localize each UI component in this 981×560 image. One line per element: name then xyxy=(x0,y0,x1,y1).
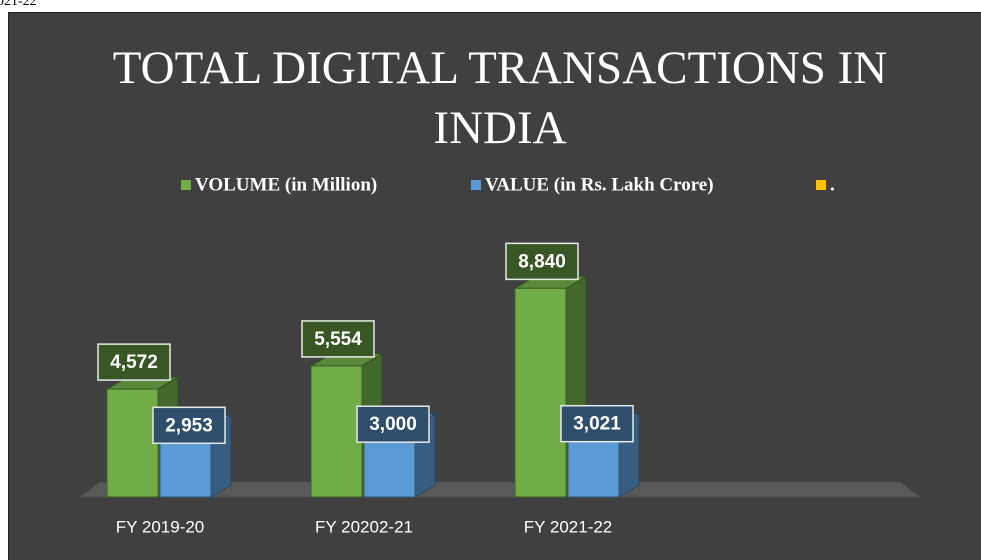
data-label-box xyxy=(97,343,171,381)
x-tick-label: FY 20202-21 xyxy=(315,517,413,536)
data-label-box xyxy=(152,406,226,445)
data-label: 4,572 xyxy=(110,352,158,373)
legend-swatch xyxy=(471,180,481,190)
data-label-box xyxy=(505,242,579,281)
x-tick-label: FY 2021-22 xyxy=(524,517,613,536)
data-label-box xyxy=(560,404,634,443)
legend-swatch xyxy=(816,180,826,190)
cropped-caption: 021-22 xyxy=(0,0,37,9)
data-label: 2,953 xyxy=(165,415,213,436)
legend-label: VOLUME (in Million) xyxy=(195,174,377,195)
bar xyxy=(310,365,363,498)
chart-title: TOTAL DIGITAL TRANSACTIONS IN INDIA xyxy=(112,42,888,154)
data-label: 5,554 xyxy=(314,329,362,350)
data-label-box xyxy=(301,320,375,358)
data-label: 3,021 xyxy=(573,414,621,435)
legend-label: . xyxy=(830,174,835,195)
floor xyxy=(80,482,920,497)
legend-label: VALUE (in Rs. Lakh Crore) xyxy=(485,174,714,195)
legend-swatch xyxy=(181,180,191,190)
floor-edge xyxy=(78,481,922,498)
bar xyxy=(514,287,567,498)
data-label-box xyxy=(356,405,430,443)
data-label: 8,840 xyxy=(518,251,566,272)
bar xyxy=(106,388,159,498)
data-label: 3,000 xyxy=(369,414,417,435)
x-tick-label: FY 2019-20 xyxy=(116,517,205,536)
